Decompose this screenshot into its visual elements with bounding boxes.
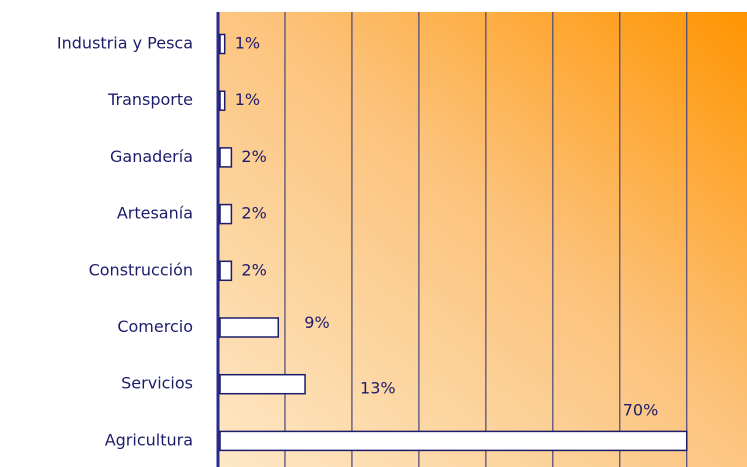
value-label: 13% <box>360 379 396 398</box>
value-label: 1% <box>235 34 260 53</box>
category-label: Transporte <box>107 90 193 109</box>
value-label: 2% <box>241 260 266 279</box>
bar <box>219 33 226 55</box>
category-label: Ganadería <box>110 147 193 166</box>
value-label: 70% <box>623 400 659 419</box>
category-label: Comercio <box>117 317 193 336</box>
value-label: 2% <box>241 147 266 166</box>
bar <box>219 430 688 452</box>
bar <box>219 203 233 225</box>
category-label: Servicios <box>121 374 193 393</box>
value-label: 1% <box>235 90 260 109</box>
bar <box>219 90 226 111</box>
bar <box>219 373 306 395</box>
category-label: Construcción <box>89 260 193 279</box>
bar <box>219 260 233 282</box>
category-label: Industria y Pesca <box>57 34 193 53</box>
category-label: Agricultura <box>105 430 193 449</box>
category-label: Artesanía <box>117 204 193 223</box>
plot-background <box>218 12 747 467</box>
value-label: 9% <box>304 313 329 332</box>
value-label: 2% <box>241 204 266 223</box>
bar <box>219 147 233 168</box>
bar <box>219 317 280 338</box>
